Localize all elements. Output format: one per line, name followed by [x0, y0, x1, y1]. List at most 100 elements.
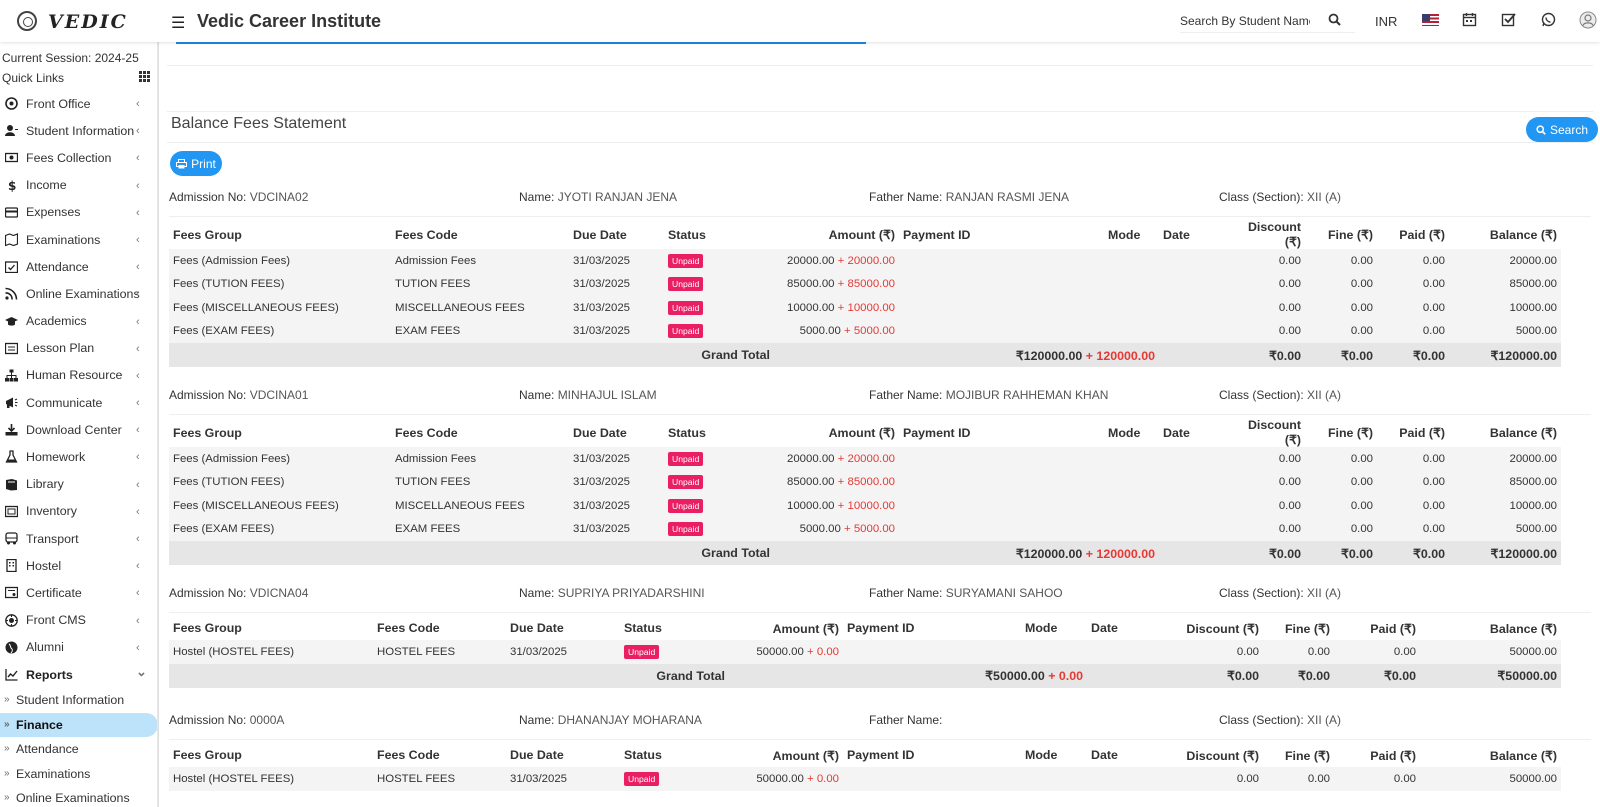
currency-selector[interactable]: INR: [1375, 14, 1398, 29]
column-header[interactable]: Balance (₹): [1489, 426, 1557, 440]
sidebar-item-fees-collection[interactable]: Fees Collection ‹: [0, 144, 157, 171]
cell-discount: 0.00: [1236, 772, 1259, 785]
task-check-icon[interactable]: [1501, 12, 1519, 30]
chevron-left-icon: ‹: [136, 560, 140, 573]
column-header[interactable]: Fees Code: [395, 425, 458, 440]
column-header[interactable]: Status: [668, 425, 706, 440]
column-header[interactable]: Due Date: [573, 227, 627, 242]
sidebar-item-inventory[interactable]: Inventory ‹: [0, 498, 157, 525]
sidebar-item-transport[interactable]: Transport ‹: [0, 525, 157, 552]
whatsapp-icon[interactable]: [1541, 12, 1559, 30]
column-header[interactable]: Due Date: [510, 621, 564, 635]
column-header[interactable]: Payment ID: [847, 621, 915, 635]
column-header[interactable]: Fees Code: [395, 227, 458, 242]
column-header[interactable]: Discount (₹): [1186, 748, 1259, 763]
column-header[interactable]: Amount (₹): [828, 228, 895, 242]
search-button[interactable]: Search: [1526, 117, 1599, 142]
column-header[interactable]: Paid (₹): [1399, 426, 1445, 440]
column-header[interactable]: Paid (₹): [1370, 748, 1416, 763]
report-sub-item-attendance[interactable]: » Attendance: [0, 737, 157, 762]
column-header[interactable]: Payment ID: [903, 227, 971, 242]
column-header[interactable]: Mode: [1025, 748, 1058, 762]
column-header[interactable]: Discount (₹): [1247, 220, 1301, 249]
column-header[interactable]: Due Date: [510, 748, 564, 762]
column-header[interactable]: Due Date: [573, 425, 627, 440]
cell-fine: 0.00: [1350, 278, 1373, 291]
sidebar-item-alumni[interactable]: Alumni ‹: [0, 634, 157, 661]
column-header[interactable]: Fees Group: [173, 227, 242, 242]
column-header[interactable]: Status: [624, 621, 662, 635]
user-avatar-icon[interactable]: [1579, 11, 1597, 29]
column-header[interactable]: Date: [1163, 425, 1190, 440]
column-header[interactable]: Balance (₹): [1489, 621, 1557, 636]
cell-balance: 50000.00: [1509, 645, 1557, 658]
column-header[interactable]: Discount (₹): [1247, 418, 1301, 447]
us-flag-icon[interactable]: [1422, 14, 1439, 26]
quick-links-label[interactable]: Quick Links: [2, 71, 65, 85]
report-sub-item-student-information[interactable]: » Student Information: [0, 688, 157, 713]
column-header[interactable]: Mode: [1025, 621, 1058, 635]
column-header[interactable]: Status: [668, 227, 706, 242]
column-header[interactable]: Status: [624, 748, 662, 762]
sidebar-item-front-office[interactable]: Front Office ‹: [0, 90, 157, 117]
column-header[interactable]: Amount (₹): [772, 621, 839, 636]
sidebar-item-human-resource[interactable]: Human Resource ‹: [0, 362, 157, 389]
brand-logo[interactable]: VEDIC: [14, 9, 126, 35]
sidebar-item-lesson-plan[interactable]: Lesson Plan ‹: [0, 335, 157, 362]
column-header[interactable]: Fine (₹): [1327, 426, 1373, 440]
cell-fine: 0.00: [1350, 254, 1373, 267]
column-header[interactable]: Date: [1163, 227, 1190, 242]
sidebar-item-online-examinations[interactable]: Online Examinations ‹: [0, 280, 157, 307]
report-sub-item-examinations[interactable]: » Examinations: [0, 762, 157, 787]
sidebar-item-reports[interactable]: Reports ⌄: [0, 661, 157, 688]
column-header[interactable]: Mode: [1108, 227, 1141, 242]
sidebar-item-student-information[interactable]: Student Information ‹: [0, 117, 157, 144]
sidebar-item-income[interactable]: $ Income ‹: [0, 172, 157, 199]
student-search-input[interactable]: [1180, 14, 1310, 28]
sidebar-item-expenses[interactable]: Expenses ‹: [0, 199, 157, 226]
column-header[interactable]: Discount (₹): [1186, 621, 1259, 636]
sidebar-item-label: Academics: [26, 314, 87, 329]
print-button[interactable]: Print: [170, 151, 222, 176]
column-header[interactable]: Fees Group: [173, 621, 242, 635]
sidebar-item-homework[interactable]: Homework ‹: [0, 443, 157, 470]
sidebar-item-front-cms[interactable]: Front CMS ‹: [0, 607, 157, 634]
column-header[interactable]: Fees Group: [173, 425, 242, 440]
sidebar-item-hostel[interactable]: Hostel ‹: [0, 552, 157, 579]
column-header[interactable]: Balance (₹): [1489, 228, 1557, 242]
report-sub-item-online-examinations[interactable]: » Online Examinations: [0, 786, 157, 807]
column-header[interactable]: Mode: [1108, 425, 1141, 440]
column-header[interactable]: Date: [1091, 748, 1118, 762]
column-header[interactable]: Payment ID: [903, 425, 971, 440]
calendar-icon[interactable]: [1462, 12, 1480, 30]
column-header[interactable]: Amount (₹): [828, 426, 895, 440]
column-header[interactable]: Fees Code: [377, 748, 440, 762]
column-header[interactable]: Paid (₹): [1370, 621, 1416, 636]
sidebar-item-communicate[interactable]: Communicate ‹: [0, 389, 157, 416]
sidebar-item-download-center[interactable]: Download Center ‹: [0, 416, 157, 443]
admission-number-label: Admission No:: [169, 713, 247, 727]
sidebar-item-attendance[interactable]: Attendance ‹: [0, 253, 157, 280]
column-header[interactable]: Fees Group: [173, 748, 242, 762]
menu-toggle-icon[interactable]: ☰: [171, 15, 186, 32]
column-header[interactable]: Fine (₹): [1327, 228, 1373, 242]
column-header[interactable]: Date: [1091, 621, 1118, 635]
column-header[interactable]: Balance (₹): [1489, 748, 1557, 763]
search-icon[interactable]: [1328, 13, 1341, 29]
column-header[interactable]: Fine (₹): [1284, 748, 1330, 763]
cell-amount: 10000.00 + 10000.00: [774, 296, 899, 320]
cell-empty: [843, 640, 1021, 664]
line-chart-icon: [5, 668, 18, 681]
sidebar-item-library[interactable]: Library ‹: [0, 471, 157, 498]
column-header[interactable]: Amount (₹): [772, 748, 839, 763]
column-header[interactable]: Paid (₹): [1399, 228, 1445, 242]
report-sub-item-finance[interactable]: » Finance: [0, 712, 157, 738]
sidebar-item-certificate[interactable]: Certificate ‹: [0, 579, 157, 606]
sidebar-item-examinations[interactable]: Examinations ‹: [0, 226, 157, 253]
column-header[interactable]: Fine (₹): [1284, 621, 1330, 636]
grid-icon[interactable]: [139, 71, 150, 85]
column-header[interactable]: Fees Code: [377, 621, 440, 635]
sidebar-item-academics[interactable]: Academics ‹: [0, 308, 157, 335]
column-header[interactable]: Payment ID: [847, 748, 915, 762]
chevron-left-icon: ‹: [136, 125, 140, 138]
